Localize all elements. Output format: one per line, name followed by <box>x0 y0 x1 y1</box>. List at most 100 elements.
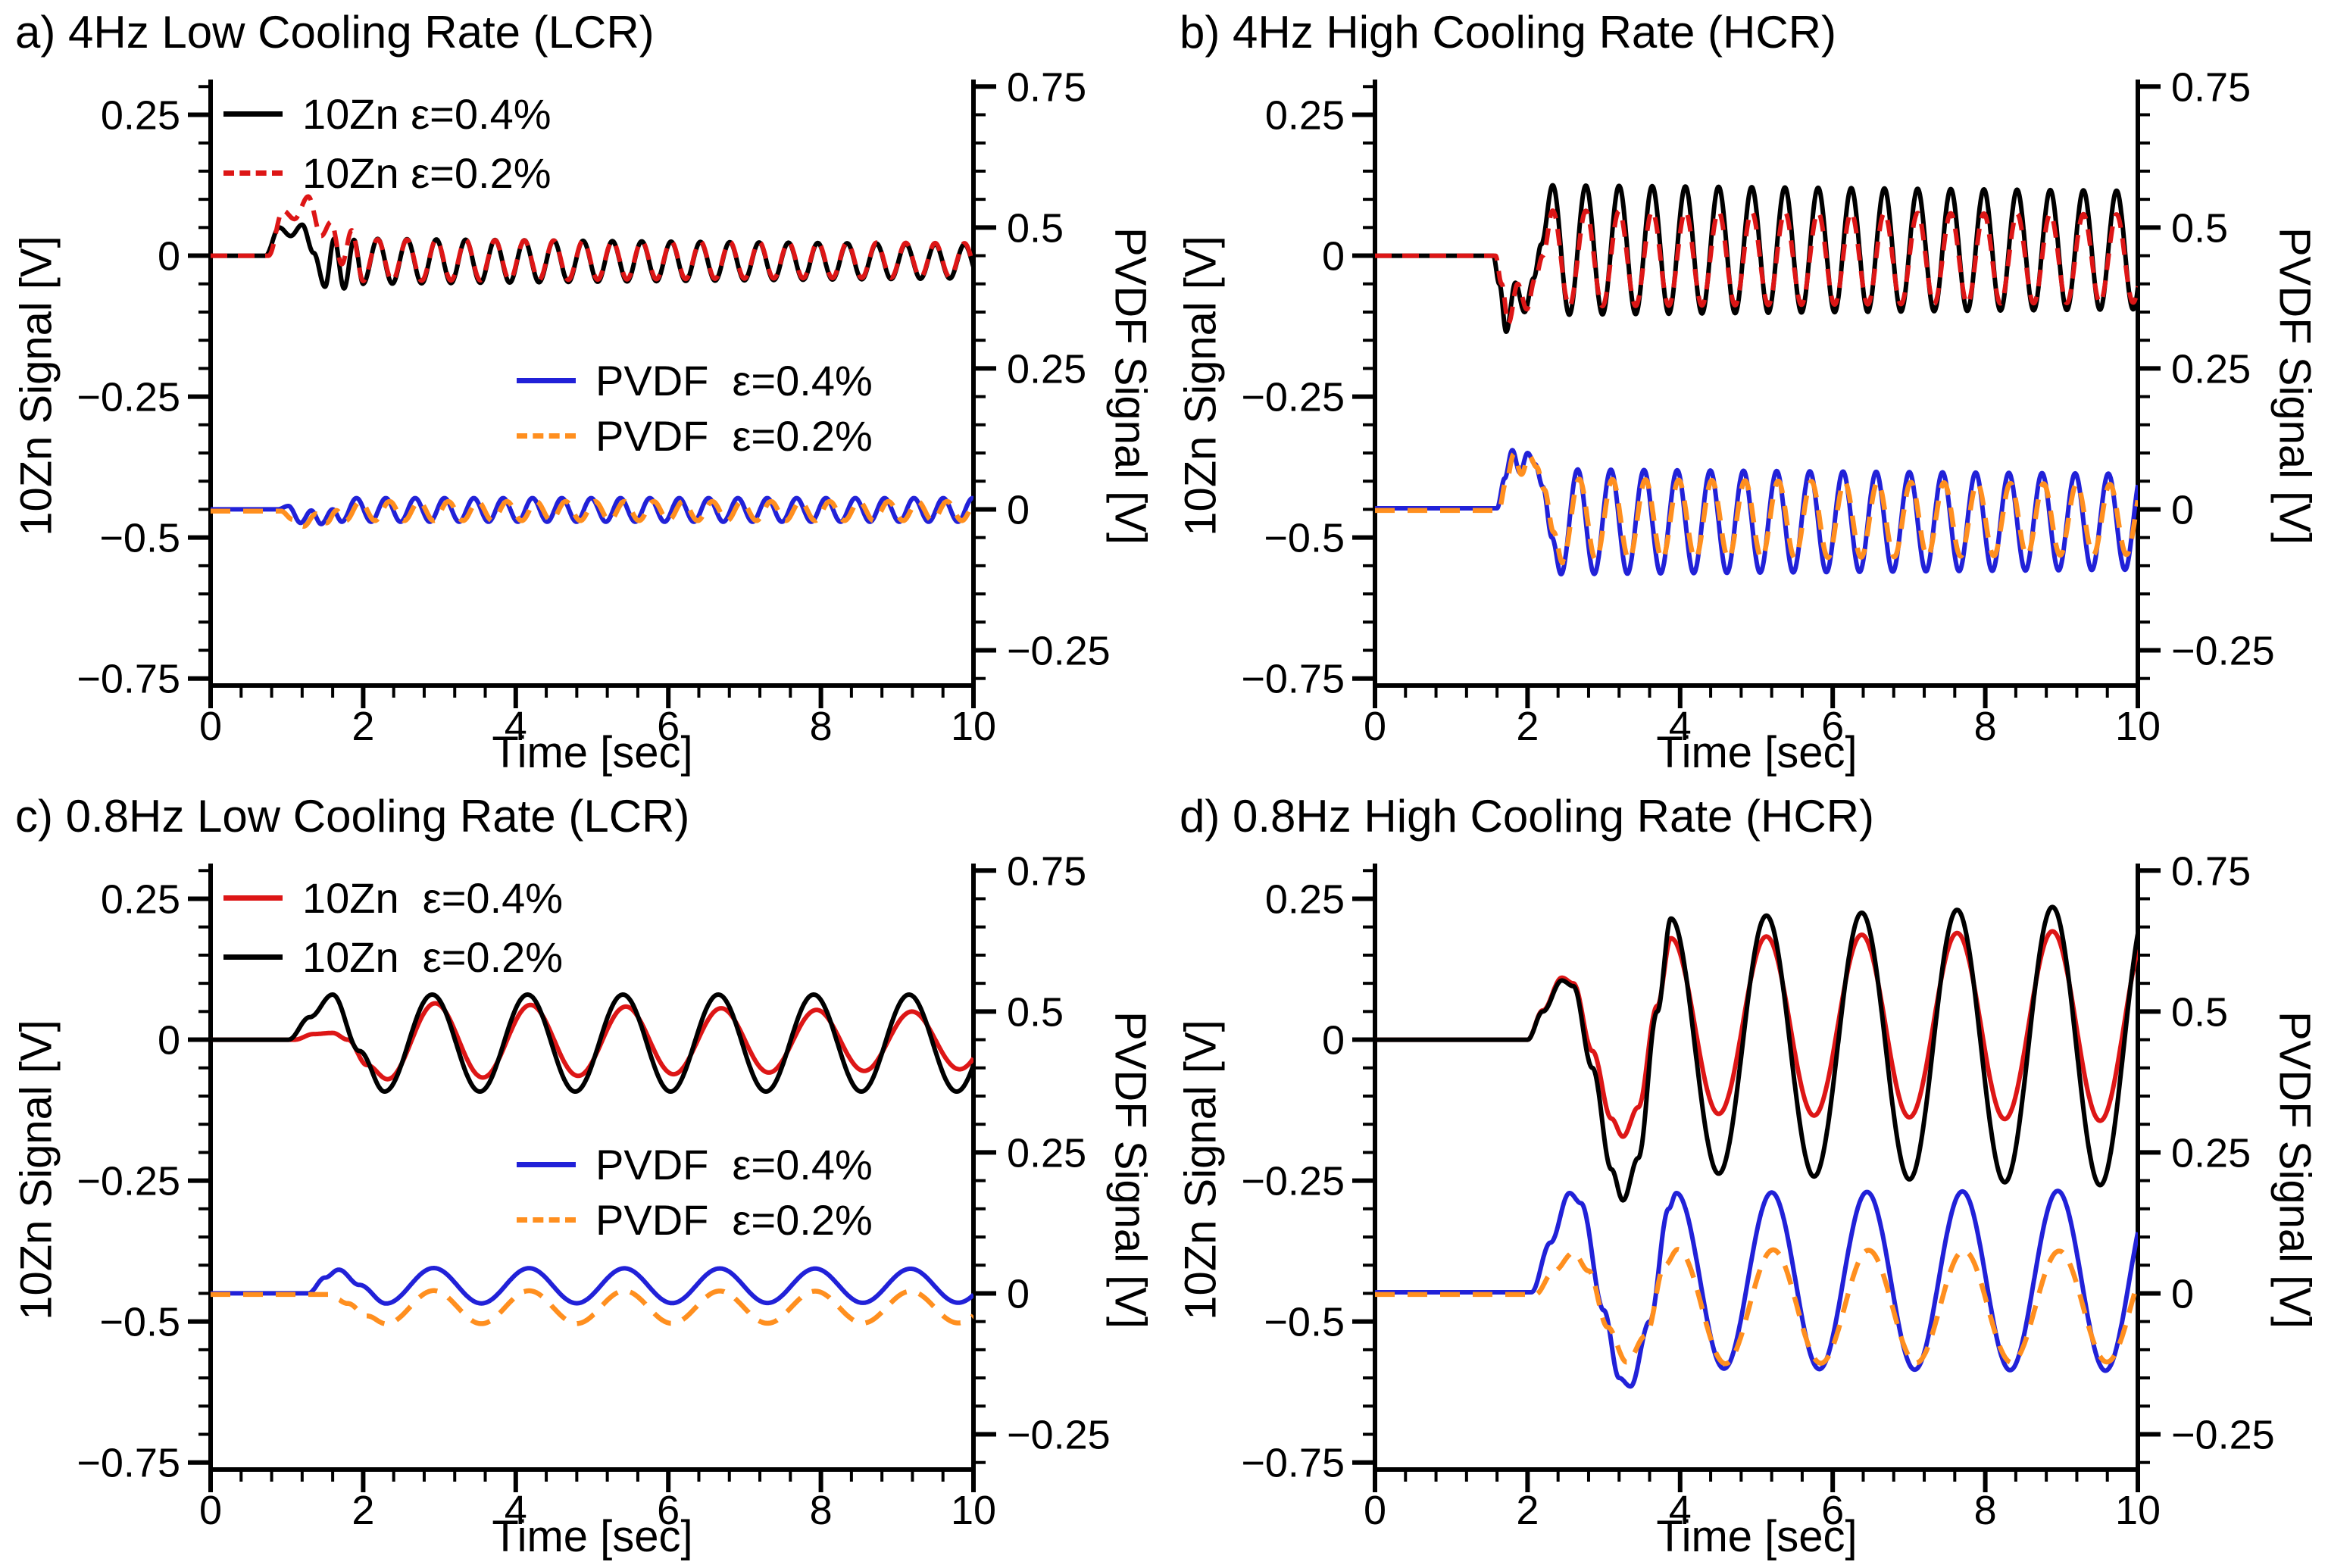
subplot-c-ylabel-right: PVDF Signal [V] <box>1105 1010 1155 1329</box>
series-pvdf-e-0.2- <box>211 1288 973 1326</box>
x-tick-label: 2 <box>352 1488 374 1533</box>
y-right-tick-label: 0.75 <box>1007 64 1086 110</box>
y-left-tick-label: 0.25 <box>101 93 180 139</box>
series-pvdf-e-0.4- <box>211 495 973 526</box>
y-left-tick-label: −0.25 <box>77 1159 180 1204</box>
subplot-c-xlabel: Time [sec] <box>492 1512 693 1561</box>
x-tick-label: 4 <box>505 1488 527 1533</box>
legend-entry-c-1-1: PVDF ε=0.2% <box>517 1195 873 1244</box>
y-left-tick-label: 0.25 <box>1265 877 1345 923</box>
y-left-tick-label: −0.5 <box>99 516 180 561</box>
legend-line-sample <box>223 954 283 960</box>
subplot-a-xlabel: Time [sec] <box>492 728 693 777</box>
y-right-tick-label: 0.75 <box>1007 848 1086 894</box>
series-pvdf-e-0.2- <box>1375 1247 2138 1367</box>
y-left-tick-label: −0.25 <box>77 375 180 420</box>
y-right-tick-label: 0.5 <box>1007 205 1064 251</box>
y-right-tick-label: 0.25 <box>2171 346 2251 392</box>
y-left-tick-label: 0.25 <box>1265 93 1345 139</box>
subplot-d-ylabel-right: PVDF Signal [V] <box>2270 1010 2320 1329</box>
subplot-b-ylabel-left: 10Zn Signal [V] <box>1176 236 1226 536</box>
y-right-tick-label: 0.25 <box>1007 346 1086 392</box>
y-right-tick-label: 0.75 <box>2171 64 2251 110</box>
subplot-b-ylabel-right: PVDF Signal [V] <box>2270 226 2320 545</box>
y-right-tick-label: 0.5 <box>1007 989 1064 1035</box>
y-left-tick-label: 0 <box>1322 1018 1345 1064</box>
subplot-b-title: b) 4Hz High Cooling Rate (HCR) <box>1180 7 1836 58</box>
subplot-a: 0.25 0 −0.25 −0.5 −0.75 0.75 0.5 0.25 0 −0.25 0 2 4 6… <box>0 0 1164 784</box>
subplot-c-plot: 0.25 0 −0.25 −0.5 −0.75 0.75 0.5 0.25 0 −0.25 0 2 4 6… <box>77 848 1111 1533</box>
x-tick-label: 2 <box>1516 704 1539 749</box>
legend-entry-a-1-1: PVDF ε=0.2% <box>517 411 873 460</box>
legend-line-sample <box>223 170 283 176</box>
y-right-tick-label: −0.25 <box>2171 628 2275 673</box>
legend-entry-c-1-0: PVDF ε=0.4% <box>517 1140 873 1188</box>
series-10zn-e-0.4- <box>1375 183 2138 334</box>
series-10zn-e-0.2- <box>1375 904 2138 1203</box>
legend-label: PVDF ε=0.2% <box>595 411 873 460</box>
legend-label: 10Zn ε=0.2% <box>302 932 564 981</box>
series-10zn-e-0.2- <box>1375 208 2138 326</box>
x-tick-label: 8 <box>810 704 833 749</box>
y-right-tick-label: 0.5 <box>2171 205 2228 251</box>
series-pvdf-e-0.2- <box>1375 451 2138 566</box>
series-pvdf-e-0.2- <box>211 498 973 529</box>
x-tick-label: 6 <box>1821 1488 1844 1533</box>
subplot-a-title: a) 4Hz Low Cooling Rate (LCR) <box>15 7 655 58</box>
x-tick-label: 8 <box>1974 1488 1997 1533</box>
y-left-tick-label: −0.25 <box>1241 1159 1345 1204</box>
y-right-tick-label: 0.25 <box>2171 1130 2251 1176</box>
x-tick-label: 8 <box>1974 704 1997 749</box>
legend-line-sample <box>223 895 283 901</box>
legend-entry-a-0-1: 10Zn ε=0.2% <box>223 148 552 197</box>
subplot-a-ylabel-right: PVDF Signal [V] <box>1105 226 1155 545</box>
x-tick-label: 10 <box>2115 1488 2161 1533</box>
y-right-tick-label: −0.25 <box>1007 628 1111 673</box>
legend-line-sample <box>517 1217 576 1223</box>
y-left-tick-label: 0 <box>1322 234 1345 280</box>
y-right-tick-label: −0.25 <box>1007 1412 1111 1457</box>
y-right-tick-label: 0 <box>2171 1271 2194 1317</box>
legend-entry-c-0-1: 10Zn ε=0.2% <box>223 932 563 981</box>
x-tick-label: 4 <box>505 704 527 749</box>
y-left-tick-label: −0.75 <box>77 657 180 702</box>
series-10zn-e-0.4- <box>211 222 973 291</box>
legend-line-sample <box>517 377 576 383</box>
legend-line-sample <box>517 433 576 439</box>
subplot-a-ylabel-left: 10Zn Signal [V] <box>11 236 61 536</box>
y-left-tick-label: −0.5 <box>99 1300 180 1345</box>
y-right-tick-label: 0.75 <box>2171 848 2251 894</box>
x-tick-label: 2 <box>352 704 374 749</box>
x-tick-label: 6 <box>1821 704 1844 749</box>
x-tick-label: 10 <box>951 704 996 749</box>
legend-label: 10Zn ε=0.2% <box>302 148 552 197</box>
x-tick-label: 0 <box>199 1488 222 1533</box>
legend-label: PVDF ε=0.2% <box>595 1195 873 1244</box>
y-left-tick-label: 0.25 <box>101 877 180 923</box>
x-tick-label: 8 <box>810 1488 833 1533</box>
y-left-tick-label: −0.5 <box>1264 516 1345 561</box>
x-tick-label: 4 <box>1669 704 1692 749</box>
legend-line-sample <box>517 1161 576 1167</box>
subplot-b-xlabel: Time [sec] <box>1656 728 1858 777</box>
y-left-tick-label: −0.75 <box>1241 1441 1345 1486</box>
x-tick-label: 6 <box>657 1488 680 1533</box>
subplot-d-plot: 0.25 0 −0.25 −0.5 −0.75 0.75 0.5 0.25 0 −0.25 0 2 4 6… <box>1241 848 2274 1533</box>
series-10zn-e-0.2- <box>211 992 973 1094</box>
legend-entry-a-0-0: 10Zn ε=0.4% <box>223 89 552 138</box>
x-tick-label: 10 <box>2115 704 2161 749</box>
subplot-d-title: d) 0.8Hz High Cooling Rate (HCR) <box>1180 791 1874 842</box>
series-pvdf-e-0.4- <box>211 1266 973 1306</box>
legend-entry-a-1-0: PVDF ε=0.4% <box>517 356 873 404</box>
x-tick-label: 0 <box>1364 704 1386 749</box>
x-tick-label: 0 <box>199 704 222 749</box>
series-pvdf-e-0.4- <box>1375 1188 2138 1389</box>
y-right-tick-label: 0 <box>2171 487 2194 533</box>
x-tick-label: 0 <box>1364 1488 1386 1533</box>
subplot-d: 0.25 0 −0.25 −0.5 −0.75 0.75 0.5 0.25 0 −0.25 0 2 4 6… <box>1164 784 2328 1568</box>
subplot-c-title: c) 0.8Hz Low Cooling Rate (LCR) <box>15 791 690 842</box>
y-right-tick-label: 0 <box>1007 487 1030 533</box>
y-left-tick-label: 0 <box>158 234 180 280</box>
legend-label: PVDF ε=0.4% <box>595 356 873 404</box>
